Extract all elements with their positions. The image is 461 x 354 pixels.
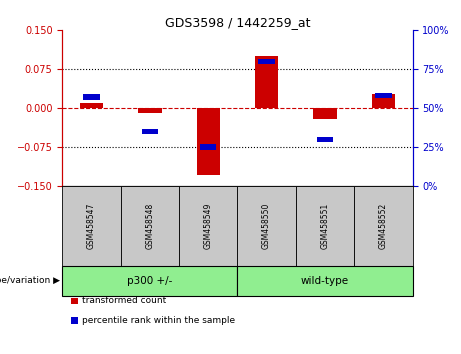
Text: p300 +/-: p300 +/-: [127, 275, 172, 286]
Bar: [259, 59, 275, 64]
Bar: [83, 95, 100, 100]
Bar: [317, 137, 333, 142]
Bar: [313, 108, 337, 119]
Bar: [255, 56, 278, 108]
Bar: [372, 95, 395, 108]
Bar: [375, 93, 391, 98]
Text: wild-type: wild-type: [301, 275, 349, 286]
Text: GSM458548: GSM458548: [145, 202, 154, 249]
Text: transformed count: transformed count: [83, 296, 167, 306]
Text: percentile rank within the sample: percentile rank within the sample: [83, 316, 236, 325]
Text: GSM458551: GSM458551: [320, 202, 330, 249]
Text: genotype/variation ▶: genotype/variation ▶: [0, 276, 60, 285]
Title: GDS3598 / 1442259_at: GDS3598 / 1442259_at: [165, 16, 310, 29]
Text: GSM458547: GSM458547: [87, 202, 96, 249]
Text: GSM458552: GSM458552: [379, 202, 388, 249]
Bar: [200, 144, 216, 149]
Text: GSM458550: GSM458550: [262, 202, 271, 249]
Bar: [138, 108, 161, 113]
Text: GSM458549: GSM458549: [204, 202, 213, 249]
Bar: [196, 108, 220, 176]
Bar: [142, 129, 158, 134]
Bar: [80, 103, 103, 108]
